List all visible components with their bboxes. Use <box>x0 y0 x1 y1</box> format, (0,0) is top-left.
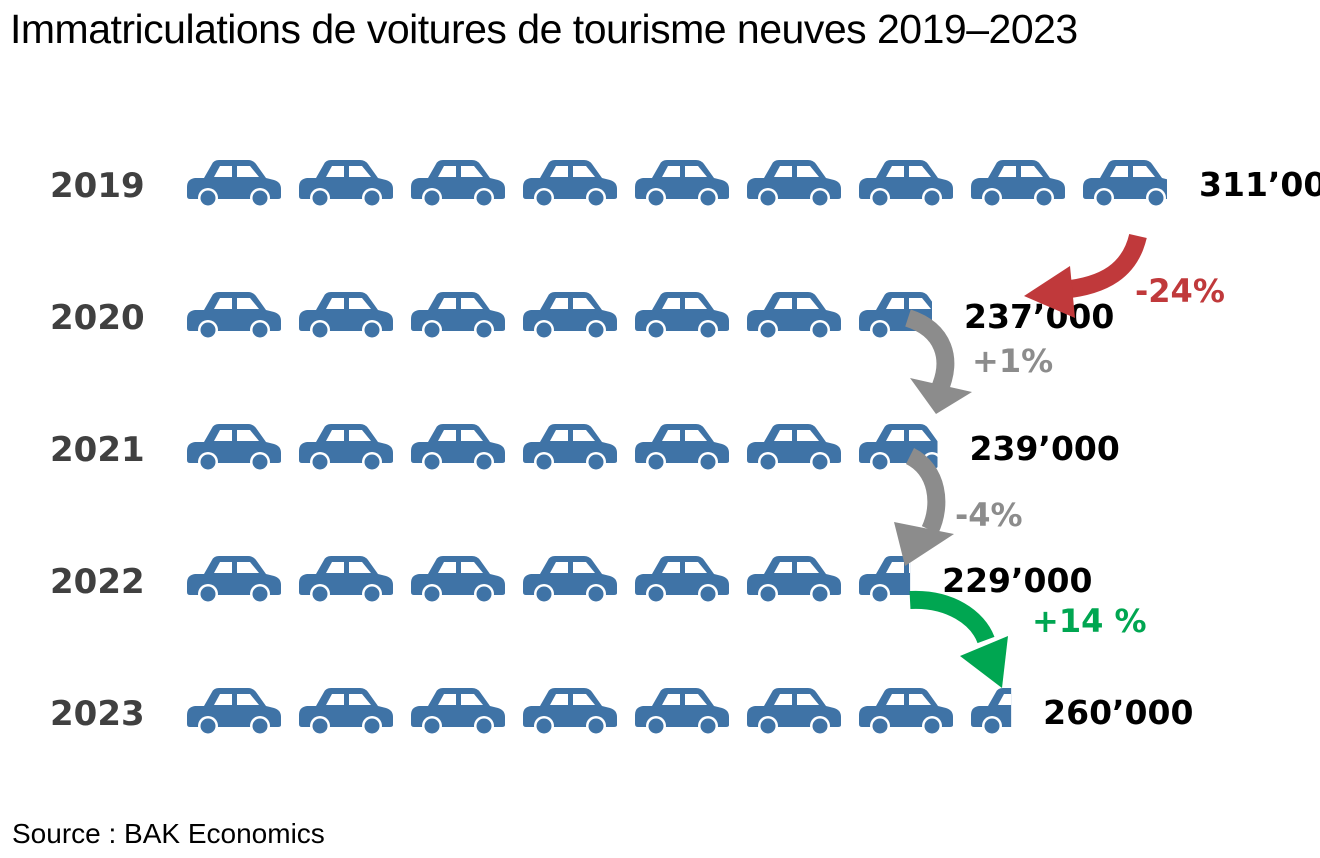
change-arrow-head-2020 <box>1024 266 1075 318</box>
car-icon <box>187 556 281 602</box>
value-label-2023: 260’000 <box>1043 693 1193 732</box>
year-label-2022: 2022 <box>50 562 145 602</box>
car-icon <box>859 688 953 734</box>
change-label-2021: +1% <box>972 342 1053 380</box>
car-icon <box>411 424 505 470</box>
change-arrow-2021 <box>904 309 955 392</box>
car-icon <box>523 424 617 470</box>
car-icon <box>747 556 841 602</box>
year-label-2020: 2020 <box>50 298 145 338</box>
change-arrow-head-2022 <box>894 522 954 566</box>
car-icon <box>635 556 729 602</box>
change-arrow-head-2021 <box>910 378 972 414</box>
value-label-2020: 237’000 <box>964 297 1114 336</box>
source-note: Source : BAK Economics <box>12 818 325 849</box>
chart-title: Immatriculations de voitures de tourisme… <box>10 6 1078 52</box>
car-icon <box>747 688 841 734</box>
car-icon <box>635 688 729 734</box>
car-icon <box>971 160 1065 206</box>
car-icon <box>187 424 281 470</box>
change-arrow-2023 <box>909 590 995 644</box>
car-icon <box>523 556 617 602</box>
car-icon <box>635 292 729 338</box>
car-icon <box>299 292 393 338</box>
car-icon <box>523 292 617 338</box>
car-icon <box>299 424 393 470</box>
car-icon <box>747 424 841 470</box>
change-label-2020: -24% <box>1135 272 1225 310</box>
car-icon <box>411 292 505 338</box>
car-icon <box>299 556 393 602</box>
car-icon <box>411 160 505 206</box>
value-label-2019: 311’000 <box>1199 165 1320 204</box>
car-icon <box>635 424 729 470</box>
year-label-2021: 2021 <box>50 430 145 470</box>
car-icon <box>411 688 505 734</box>
car-icon <box>523 688 617 734</box>
car-icon <box>523 160 617 206</box>
car-icon <box>187 292 281 338</box>
change-arrow-2022 <box>905 447 946 534</box>
car-icon <box>411 556 505 602</box>
car-icon <box>747 160 841 206</box>
value-label-2021: 239’000 <box>970 429 1120 468</box>
car-icon <box>187 160 281 206</box>
car-icon <box>1083 160 1168 206</box>
car-icon <box>747 292 841 338</box>
value-label-2022: 229’000 <box>942 561 1092 600</box>
car-icon <box>859 424 938 470</box>
car-icon <box>187 688 281 734</box>
car-icon <box>299 160 393 206</box>
change-arrow-head-2023 <box>960 636 1008 688</box>
change-arrow-2020 <box>1061 233 1147 299</box>
year-label-2023: 2023 <box>50 694 145 734</box>
car-icon <box>859 160 953 206</box>
change-label-2023: +14 % <box>1032 602 1147 640</box>
change-label-2022: -4% <box>955 496 1023 534</box>
car-icon <box>299 688 393 734</box>
year-label-2019: 2019 <box>50 166 145 206</box>
car-icon <box>635 160 729 206</box>
